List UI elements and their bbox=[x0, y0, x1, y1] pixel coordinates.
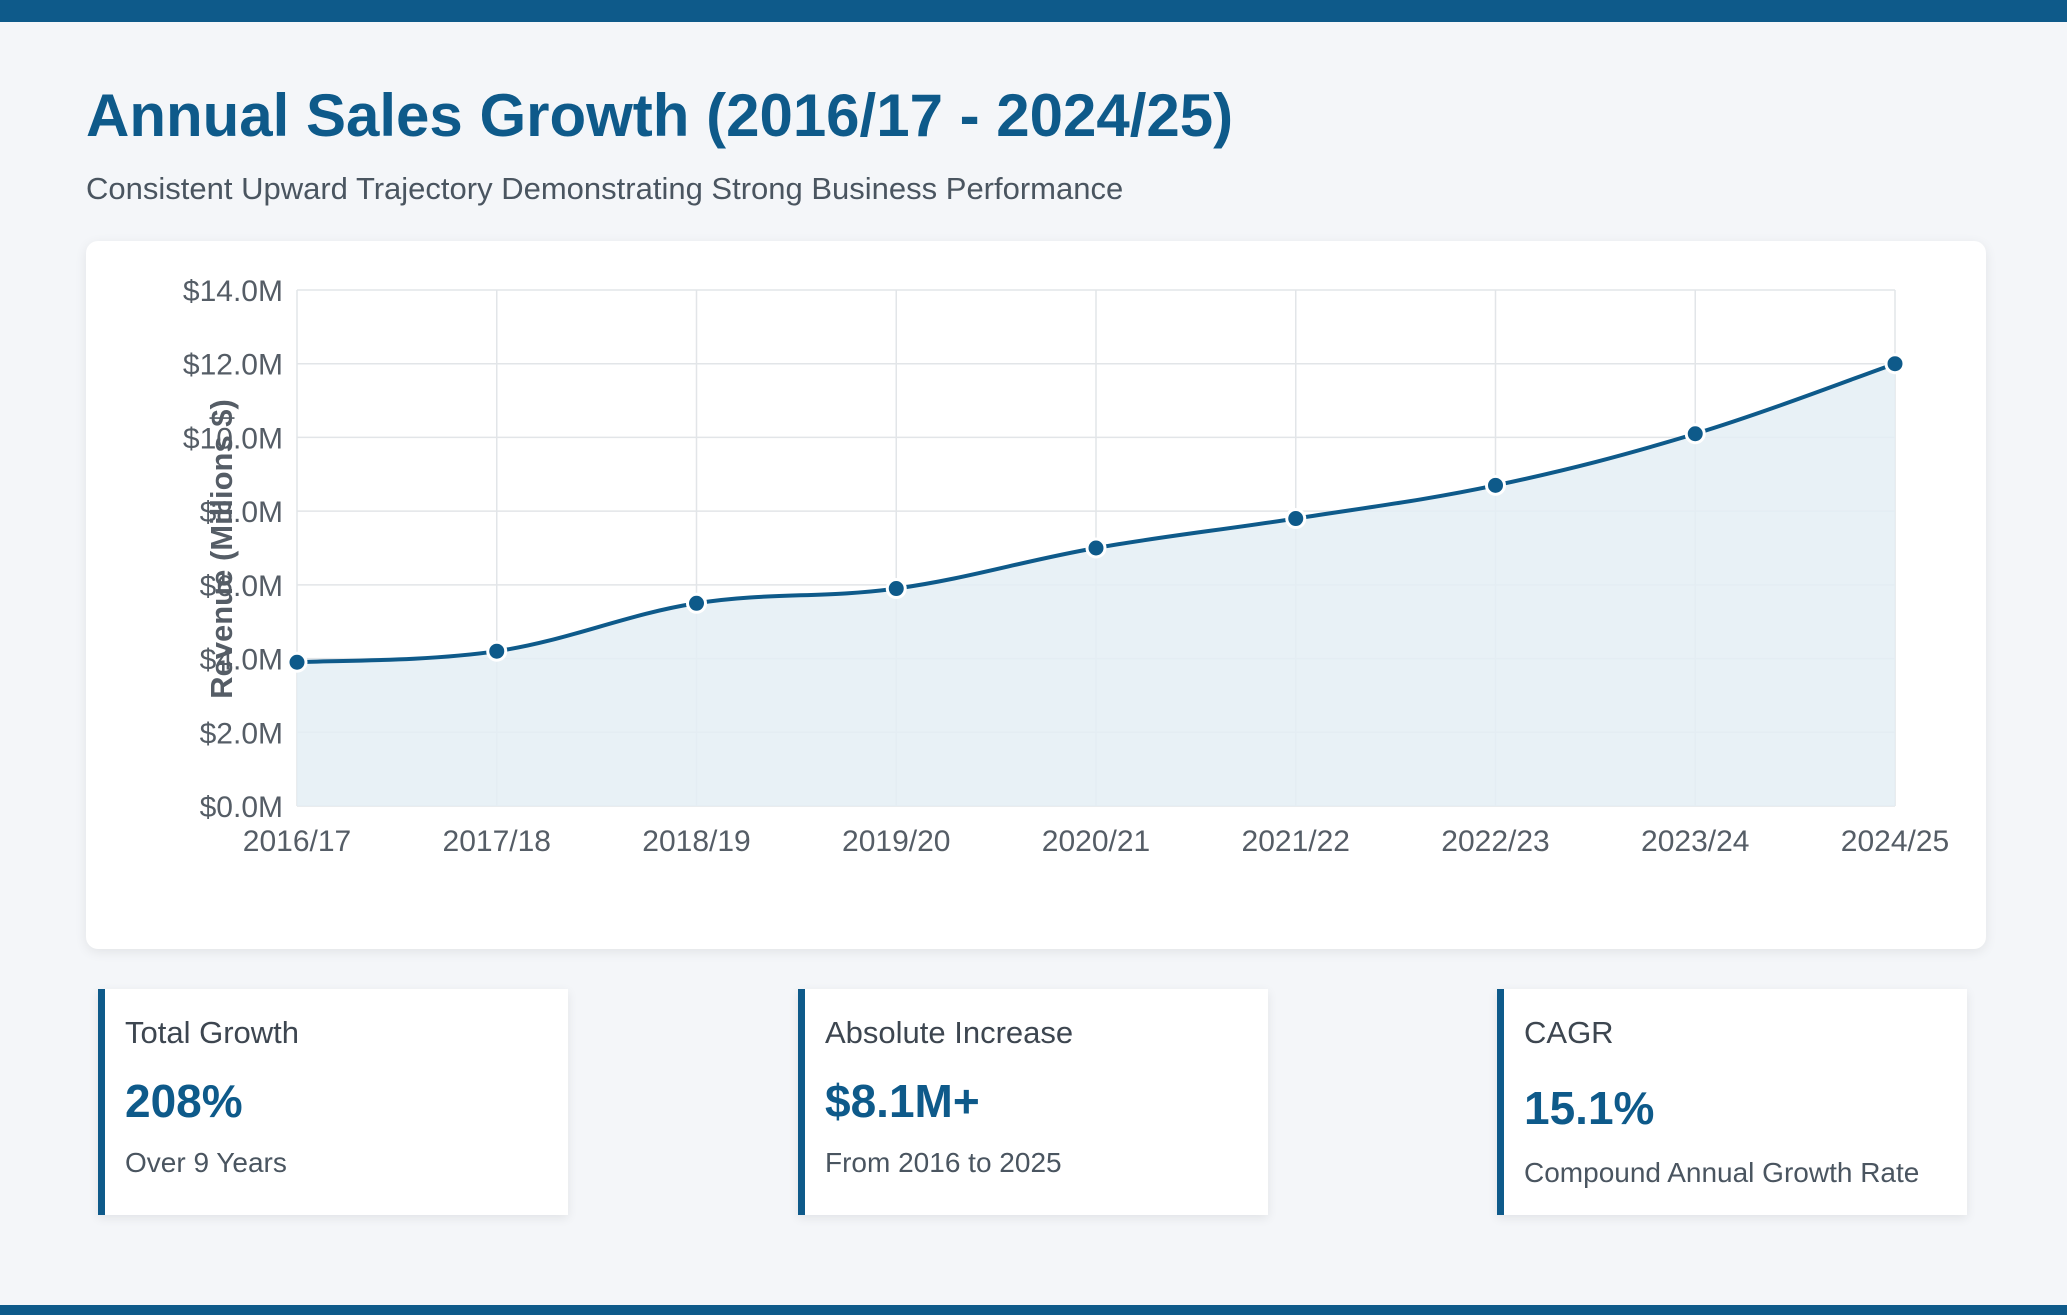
x-tick-label: 2023/24 bbox=[1641, 825, 1749, 858]
chart-card: $0.0M $2.0M $4.0M $6.0M $8.0M $10.0M $12.0M $14… bbox=[86, 241, 1986, 949]
page-title: Annual Sales Growth (2016/17 - 2024/25) bbox=[86, 82, 1234, 149]
x-tick-label: 2018/19 bbox=[642, 825, 750, 858]
stat-note: From 2016 to 2025 bbox=[825, 1147, 1062, 1178]
stat-card-total-growth: Total Growth 208% Over 9 Years bbox=[98, 989, 568, 1215]
data-point[interactable] bbox=[686, 592, 707, 614]
x-tick-label: 2021/22 bbox=[1242, 825, 1350, 858]
bottom-accent-bar bbox=[0, 1305, 2067, 1315]
stat-value: $8.1M+ bbox=[825, 1075, 980, 1127]
x-tick-label: 2016/17 bbox=[243, 825, 351, 858]
revenue-chart: $0.0M $2.0M $4.0M $6.0M $8.0M $10.0M $12.0M $14… bbox=[183, 275, 1949, 858]
data-point[interactable] bbox=[286, 651, 308, 673]
data-point[interactable] bbox=[1884, 353, 1906, 375]
y-tick-label: $10.0M bbox=[183, 422, 283, 455]
revenue-area bbox=[297, 363, 1895, 806]
x-tick-label: 2022/23 bbox=[1441, 825, 1549, 858]
y-tick-label: $2.0M bbox=[200, 717, 283, 750]
stat-label: Absolute Increase bbox=[825, 1015, 1074, 1050]
stat-value: 208% bbox=[125, 1075, 243, 1127]
y-tick-label: $6.0M bbox=[200, 570, 283, 603]
x-tick-label: 2019/20 bbox=[842, 825, 950, 858]
x-axis-ticks: 2016/17 2017/18 2018/19 2019/20 2020/21 2021/… bbox=[243, 825, 1949, 858]
y-axis-ticks: $0.0M $2.0M $4.0M $6.0M $8.0M $10.0M $12.0M $14… bbox=[183, 275, 283, 824]
data-point[interactable] bbox=[885, 578, 907, 600]
data-point[interactable] bbox=[1085, 537, 1107, 559]
x-tick-label: 2020/21 bbox=[1042, 825, 1150, 858]
stat-note: Compound Annual Growth Rate bbox=[1524, 1157, 1920, 1188]
stat-card-absolute-increase: Absolute Increase $8.1M+ From 2016 to 20… bbox=[798, 989, 1268, 1215]
data-point[interactable] bbox=[486, 640, 508, 662]
x-tick-label: 2024/25 bbox=[1841, 825, 1949, 858]
x-tick-label: 2017/18 bbox=[443, 825, 551, 858]
stat-note: Over 9 Years bbox=[125, 1147, 287, 1178]
y-axis-label: Revenue (Millions $) bbox=[204, 399, 239, 699]
stat-value: 15.1% bbox=[1524, 1082, 1655, 1134]
y-tick-label: $0.0M bbox=[200, 791, 283, 824]
stat-label: Total Growth bbox=[125, 1015, 300, 1050]
stat-label: CAGR bbox=[1524, 1015, 1614, 1050]
y-tick-label: $4.0M bbox=[200, 644, 283, 677]
page-subtitle: Consistent Upward Trajectory Demonstrati… bbox=[86, 171, 1124, 206]
stat-card-cagr: CAGR 15.1% Compound Annual Growth Rate bbox=[1497, 989, 1967, 1215]
data-point[interactable] bbox=[1684, 423, 1706, 445]
top-accent-bar bbox=[0, 0, 2067, 22]
data-points bbox=[286, 353, 1906, 673]
y-tick-label: $8.0M bbox=[200, 496, 283, 529]
data-point[interactable] bbox=[1485, 474, 1506, 496]
data-point[interactable] bbox=[1285, 508, 1307, 530]
y-tick-label: $12.0M bbox=[183, 349, 283, 382]
y-tick-label: $14.0M bbox=[183, 275, 283, 308]
